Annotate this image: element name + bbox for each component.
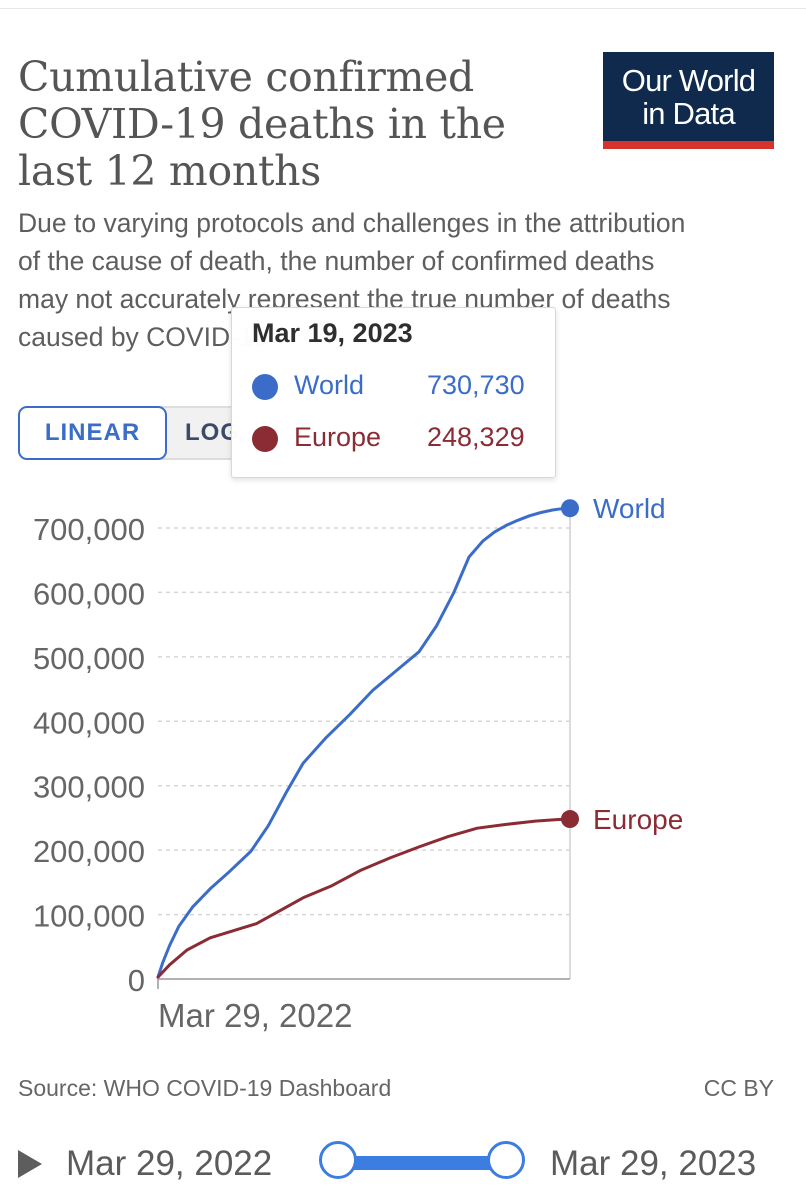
play-icon[interactable]: [18, 1150, 42, 1178]
y-tick-label: 600,000: [33, 576, 145, 611]
tooltip-row-europe: Europe 248,329: [252, 422, 552, 458]
tooltip-series-name: Europe: [294, 422, 382, 452]
y-tick-label: 500,000: [33, 641, 145, 676]
series-label-europe[interactable]: Europe: [593, 804, 683, 835]
owid-logo[interactable]: Our World in Data: [603, 52, 774, 149]
timeline-start-handle[interactable]: [319, 1141, 357, 1179]
series-line-world[interactable]: [156, 506, 572, 979]
linear-scale-button[interactable]: LINEAR: [18, 406, 167, 460]
series-line-europe[interactable]: [156, 817, 572, 979]
y-tick-label: 200,000: [33, 834, 145, 869]
y-tick-label: 700,000: [33, 512, 145, 547]
top-divider: [0, 8, 806, 9]
tooltip-series-name: World: [294, 370, 365, 400]
timeline-end-date: Mar 29, 2023: [550, 1144, 757, 1183]
y-tick-label: 0: [128, 963, 145, 998]
logo-accent-bar: [603, 141, 774, 149]
hover-tooltip: Mar 19, 2023 World 730,730 Europe 248,32…: [231, 307, 556, 478]
license-link[interactable]: CC BY: [703, 1075, 774, 1101]
y-tick-label: 100,000: [33, 899, 145, 934]
tooltip-date: Mar 19, 2023: [252, 318, 413, 348]
timeline-range-track[interactable]: [338, 1156, 506, 1170]
timeline-end-handle[interactable]: [487, 1141, 525, 1179]
europe-dot-icon: [252, 426, 278, 452]
timeline-slider: Mar 29, 2022 Mar 29, 2023: [0, 1132, 806, 1196]
chart-title: Cumulative confirmed COVID-19 deaths in …: [18, 53, 506, 195]
tooltip-series-value: 248,329: [427, 422, 525, 452]
y-tick-label: 300,000: [33, 770, 145, 805]
x-tick-label: Mar 29, 2022: [158, 997, 352, 1034]
series-end-point-europe[interactable]: [561, 810, 579, 829]
timeline-start-date: Mar 29, 2022: [66, 1144, 273, 1183]
source-note[interactable]: Source: WHO COVID-19 Dashboard: [18, 1075, 392, 1101]
series-label-world[interactable]: World: [593, 493, 666, 524]
world-dot-icon: [252, 374, 278, 400]
series-end-point-world[interactable]: [561, 499, 579, 518]
y-tick-label: 400,000: [33, 705, 145, 740]
line-chart[interactable]: 0 100,000 200,000 300,000 400,000 500,000 600,…: [0, 480, 806, 1060]
tooltip-row-world: World 730,730: [252, 370, 552, 406]
logo-line-2: in Data: [642, 96, 735, 131]
logo-line-1: Our World: [621, 63, 756, 98]
tooltip-series-value: 730,730: [427, 370, 525, 400]
